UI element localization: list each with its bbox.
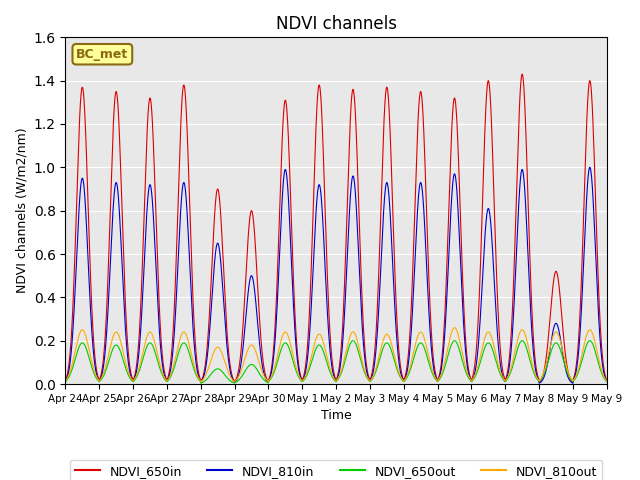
NDVI_650in [474, 315, 482, 321]
NDVI_810out [61, 378, 69, 384]
NDVI_650out [61, 379, 69, 384]
NDVI_810in [269, 356, 277, 362]
NDVI_810in [392, 316, 399, 322]
NDVI_810out [475, 361, 483, 367]
NDVI_810in [316, 183, 324, 189]
NDVI_650out [269, 371, 277, 376]
NDVI_810in [474, 343, 482, 349]
Title: NDVI channels: NDVI channels [276, 15, 397, 33]
X-axis label: Time: Time [321, 409, 351, 422]
NDVI_810in [81, 186, 88, 192]
NDVI_650in [316, 84, 324, 90]
Line: NDVI_810out: NDVI_810out [65, 328, 607, 382]
NDVI_810out [603, 378, 611, 384]
Line: NDVI_810in: NDVI_810in [65, 168, 607, 383]
Line: NDVI_650in: NDVI_650in [65, 74, 607, 383]
NDVI_810out [316, 332, 324, 337]
Legend: NDVI_650in, NDVI_810in, NDVI_650out, NDVI_810out: NDVI_650in, NDVI_810in, NDVI_650out, NDV… [70, 459, 602, 480]
NDVI_810out [197, 379, 205, 384]
NDVI_650in [569, 380, 577, 385]
NDVI_650out [197, 380, 205, 386]
NDVI_810out [377, 346, 385, 352]
NDVI_650out [586, 338, 594, 344]
NDVI_650out [316, 342, 324, 348]
Y-axis label: NDVI channels (W/m2/nm): NDVI channels (W/m2/nm) [15, 128, 28, 293]
NDVI_810out [392, 358, 399, 363]
NDVI_650in [81, 100, 88, 106]
NDVI_810in [61, 378, 69, 384]
NDVI_650out [603, 379, 611, 384]
NDVI_650out [377, 352, 385, 358]
Line: NDVI_650out: NDVI_650out [65, 341, 607, 383]
NDVI_810in [603, 378, 611, 384]
NDVI_650out [474, 366, 482, 372]
NDVI_810out [451, 325, 458, 331]
NDVI_810in [377, 264, 385, 270]
NDVI_810out [81, 329, 88, 335]
NDVI_650in [518, 72, 526, 77]
NDVI_650out [392, 362, 399, 368]
NDVI_650in [377, 210, 385, 216]
NDVI_650in [269, 348, 277, 354]
NDVI_810in [586, 165, 594, 170]
NDVI_650out [81, 341, 88, 347]
NDVI_650in [603, 377, 611, 383]
NDVI_650in [61, 377, 69, 383]
NDVI_650in [392, 285, 399, 291]
Text: BC_met: BC_met [76, 48, 129, 61]
NDVI_810in [569, 380, 577, 386]
NDVI_810out [269, 368, 277, 374]
